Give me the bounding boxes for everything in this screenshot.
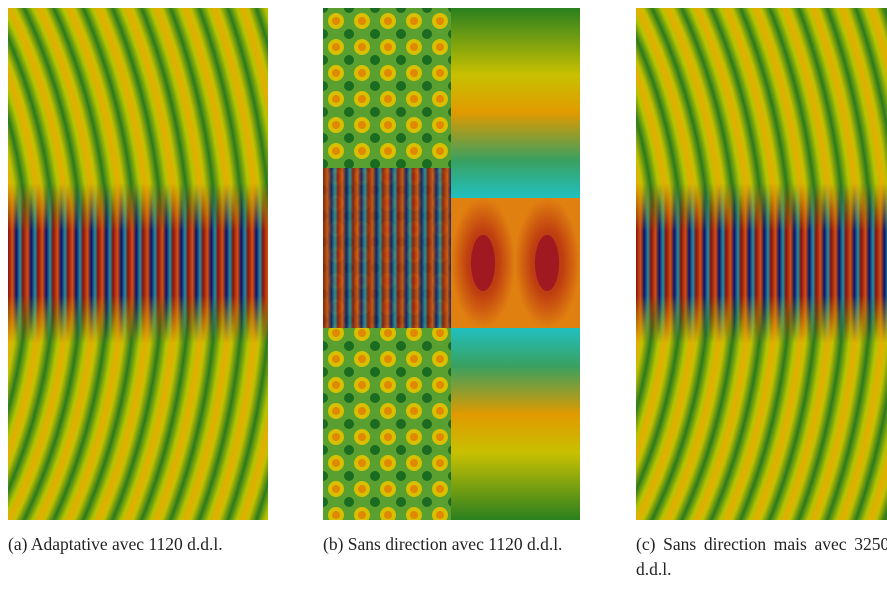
caption-text: Sans direction mais avec 32508 d.d.l. — [636, 534, 887, 579]
blob — [535, 235, 559, 291]
caption-label: (c) — [636, 534, 656, 554]
caption-text: Adaptative avec 1120 d.d.l. — [30, 534, 223, 554]
caption-label: (b) — [323, 534, 344, 554]
block — [515, 8, 580, 198]
figure-c-image — [636, 8, 887, 520]
block — [451, 8, 515, 198]
figure-b-image — [323, 8, 580, 520]
figure-a-image — [8, 8, 268, 520]
caption: (b) Sans direction avec 1120 d.d.l. — [323, 532, 580, 557]
block — [451, 328, 515, 520]
caption-label: (a) — [8, 534, 28, 554]
caption: (a) Adaptative avec 1120 d.d.l. — [8, 532, 268, 557]
block — [515, 328, 580, 520]
wave-band — [8, 183, 268, 343]
blob — [471, 235, 495, 291]
caption: (c) Sans direction mais avec 32508 d.d.l… — [636, 532, 887, 582]
caption-text: Sans direction avec 1120 d.d.l. — [347, 534, 563, 554]
wave-band — [636, 183, 887, 343]
block — [323, 168, 451, 328]
